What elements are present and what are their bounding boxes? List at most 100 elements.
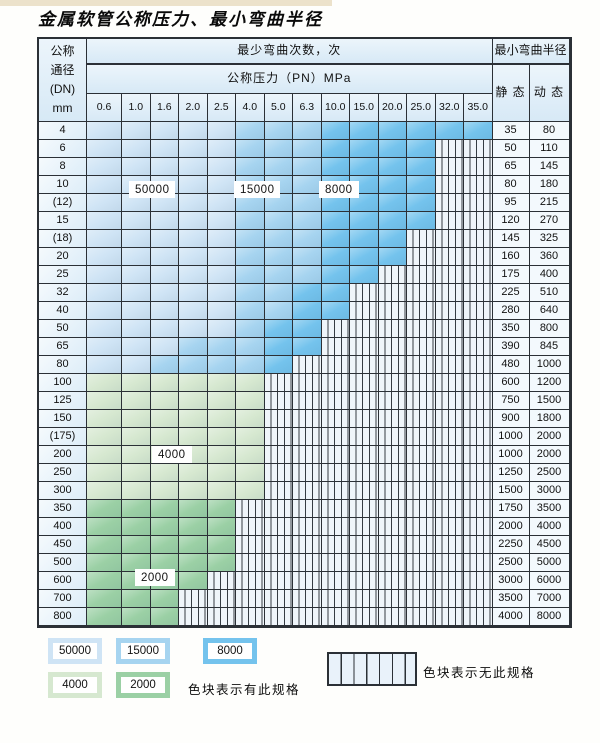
dynamic-value: 110 bbox=[529, 140, 570, 158]
no-spec-cell bbox=[350, 446, 379, 464]
spec-cell bbox=[378, 248, 407, 266]
spec-cell bbox=[150, 428, 179, 446]
pressure-tick: 2.0 bbox=[179, 94, 208, 122]
pressure-tick: 1.6 bbox=[150, 94, 179, 122]
spec-cell bbox=[236, 194, 265, 212]
spec-cell bbox=[378, 176, 407, 194]
spec-cell bbox=[87, 500, 122, 518]
dn-cell: 6 bbox=[39, 140, 87, 158]
dn-cell: 400 bbox=[39, 518, 87, 536]
no-spec-cell bbox=[293, 410, 322, 428]
no-spec-cell bbox=[293, 374, 322, 392]
spec-cell bbox=[122, 230, 151, 248]
spec-cell bbox=[150, 230, 179, 248]
spec-cell bbox=[179, 410, 208, 428]
spec-cell bbox=[236, 140, 265, 158]
spec-cell bbox=[179, 392, 208, 410]
spec-cell bbox=[207, 302, 236, 320]
no-spec-cell bbox=[321, 554, 350, 572]
no-spec-cell bbox=[435, 338, 464, 356]
spec-cell bbox=[378, 212, 407, 230]
spec-cell bbox=[264, 248, 293, 266]
static-value: 1750 bbox=[492, 500, 530, 518]
spec-cell bbox=[122, 500, 151, 518]
no-spec-cell bbox=[264, 608, 293, 626]
no-spec-cell bbox=[378, 356, 407, 374]
no-spec-cell bbox=[236, 590, 265, 608]
dynamic-value: 640 bbox=[529, 302, 570, 320]
spec-cell bbox=[207, 338, 236, 356]
spec-cell bbox=[236, 158, 265, 176]
no-spec-cell bbox=[378, 500, 407, 518]
no-spec-cell bbox=[236, 536, 265, 554]
static-value: 480 bbox=[492, 356, 530, 374]
no-spec-cell bbox=[407, 428, 436, 446]
page-title: 金属软管公称压力、最小弯曲半径 bbox=[38, 10, 323, 30]
no-spec-cell bbox=[435, 410, 464, 428]
static-value: 900 bbox=[492, 410, 530, 428]
no-spec-cell bbox=[264, 554, 293, 572]
no-spec-cell bbox=[378, 446, 407, 464]
spec-cell bbox=[207, 320, 236, 338]
has-spec-label: 色块表示有此规格 bbox=[188, 683, 301, 697]
no-spec-cell bbox=[464, 356, 493, 374]
no-spec-cell bbox=[464, 320, 493, 338]
no-spec-cell bbox=[350, 500, 379, 518]
corner-line-3: (DN) bbox=[49, 82, 76, 96]
spec-cell bbox=[87, 572, 122, 590]
spec-cell bbox=[264, 302, 293, 320]
spec-cell bbox=[179, 338, 208, 356]
dynamic-value: 215 bbox=[529, 194, 570, 212]
region-label-50000: 50000 bbox=[129, 181, 176, 198]
static-value: 35 bbox=[492, 122, 530, 140]
spec-cell bbox=[179, 230, 208, 248]
spec-cell bbox=[150, 392, 179, 410]
no-spec-cell bbox=[435, 554, 464, 572]
no-spec-cell bbox=[378, 392, 407, 410]
spec-cell bbox=[122, 536, 151, 554]
spec-cell bbox=[321, 230, 350, 248]
spec-cell bbox=[87, 158, 122, 176]
no-spec-cell bbox=[435, 140, 464, 158]
legend-swatch-2000: 2000 bbox=[116, 672, 170, 698]
spec-cell bbox=[207, 446, 236, 464]
spec-cell bbox=[150, 536, 179, 554]
dn-cell: 300 bbox=[39, 482, 87, 500]
static-header: 静 态 bbox=[492, 65, 530, 122]
no-spec-cell bbox=[350, 284, 379, 302]
spec-cell bbox=[87, 356, 122, 374]
spec-cell bbox=[122, 410, 151, 428]
radius-header: 最小弯曲半径 bbox=[492, 39, 570, 65]
no-spec-cell bbox=[407, 482, 436, 500]
spec-cell bbox=[207, 392, 236, 410]
no-spec-cell bbox=[435, 536, 464, 554]
no-spec-cell bbox=[179, 608, 208, 626]
dynamic-value: 325 bbox=[529, 230, 570, 248]
dn-cell: (12) bbox=[39, 194, 87, 212]
spec-cell bbox=[378, 230, 407, 248]
dynamic-value: 80 bbox=[529, 122, 570, 140]
spec-cell bbox=[236, 320, 265, 338]
spec-cell bbox=[150, 338, 179, 356]
no-spec-cell bbox=[179, 590, 208, 608]
dynamic-value: 7000 bbox=[529, 590, 570, 608]
spec-cell bbox=[87, 554, 122, 572]
spec-cell bbox=[350, 122, 379, 140]
static-value: 4000 bbox=[492, 608, 530, 626]
static-value: 1000 bbox=[492, 446, 530, 464]
spec-cell bbox=[122, 158, 151, 176]
spec-cell bbox=[236, 464, 265, 482]
spec-cell bbox=[150, 158, 179, 176]
no-spec-cell bbox=[264, 518, 293, 536]
static-value: 390 bbox=[492, 338, 530, 356]
no-spec-cell bbox=[293, 392, 322, 410]
dynamic-value: 360 bbox=[529, 248, 570, 266]
no-spec-cell bbox=[264, 572, 293, 590]
static-value: 350 bbox=[492, 320, 530, 338]
pressure-tick: 4.0 bbox=[236, 94, 265, 122]
no-spec-cell bbox=[378, 302, 407, 320]
no-spec-cell bbox=[435, 176, 464, 194]
spec-cell bbox=[264, 320, 293, 338]
spec-cell bbox=[207, 158, 236, 176]
spec-cell bbox=[407, 122, 436, 140]
